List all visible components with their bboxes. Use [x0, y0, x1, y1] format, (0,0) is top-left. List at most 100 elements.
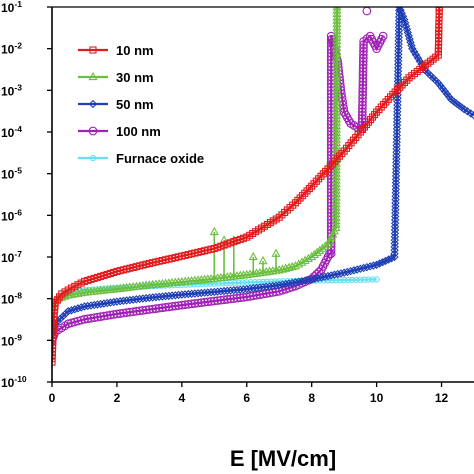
data-point [393, 107, 402, 116]
data-point [245, 284, 255, 293]
data-point [206, 297, 216, 306]
data-point [61, 309, 70, 318]
data-point [70, 305, 79, 314]
x-tick-label: 0 [49, 391, 56, 405]
data-point [226, 286, 235, 295]
data-point [206, 288, 216, 297]
data-point [77, 303, 86, 312]
data-point [128, 307, 138, 317]
data-point [83, 314, 93, 324]
data-point [358, 104, 367, 113]
data-point [320, 272, 329, 281]
outlier-point [362, 7, 372, 16]
data-point [89, 313, 99, 323]
data-point [394, 60, 403, 69]
data-point [294, 196, 302, 204]
legend-item-50-nm: 50 nm [78, 97, 154, 112]
legend-marker [88, 126, 98, 136]
data-point [400, 18, 410, 27]
data-point [80, 302, 89, 311]
data-point [277, 264, 288, 273]
data-point [394, 26, 404, 35]
data-point [274, 265, 284, 274]
data-point [197, 288, 206, 298]
data-point [408, 44, 417, 53]
x-tick-label: 10 [370, 391, 384, 405]
data-point [138, 306, 148, 315]
data-point [405, 34, 414, 44]
data-point [76, 287, 86, 297]
data-point [394, 53, 403, 62]
data-point [359, 43, 368, 53]
data-point [392, 124, 402, 133]
series-layer [52, 7, 474, 366]
data-point [393, 100, 402, 110]
data-point [394, 29, 403, 39]
data-point [290, 261, 300, 270]
data-point [73, 316, 83, 326]
data-point [284, 279, 294, 288]
data-point [83, 301, 92, 311]
legend-item-100-nm: 100 nm [78, 124, 161, 139]
data-point [393, 86, 402, 94]
data-point [333, 269, 342, 279]
legend-item-furnace-oxide: Furnace oxide [78, 151, 204, 166]
data-point [393, 70, 403, 79]
data-point [324, 277, 332, 284]
data-point [393, 110, 402, 120]
data-point [391, 215, 400, 225]
data-point [304, 275, 313, 285]
data-point [392, 161, 401, 170]
data-point [294, 277, 303, 286]
legend: 10 nm 30 nm 50 nm 100 nm Furnace oxide [78, 43, 204, 166]
data-point [391, 195, 400, 204]
data-point [391, 171, 401, 181]
x-tick-label: 6 [243, 391, 250, 405]
data-point [141, 305, 151, 315]
series-50-nm [52, 7, 474, 338]
data-point [341, 276, 348, 284]
x-tick-label: 4 [179, 391, 186, 405]
data-point [203, 280, 210, 288]
data-point [469, 111, 474, 120]
data-point [93, 312, 102, 322]
data-point [231, 279, 238, 287]
x-axis-title: E [MV/cm] [230, 446, 336, 471]
data-point [391, 202, 400, 211]
legend-marker [88, 71, 98, 81]
y-tick-label: 10-3 [1, 82, 22, 98]
legend-marker [89, 46, 97, 54]
data-point [223, 286, 232, 295]
data-point [390, 249, 399, 258]
data-point [158, 292, 167, 301]
legend-label: Furnace oxide [116, 151, 204, 166]
data-point [358, 80, 368, 90]
data-point [390, 252, 399, 262]
data-point [357, 110, 367, 120]
data-point [323, 271, 333, 281]
data-point [167, 302, 177, 311]
data-point [393, 63, 403, 72]
data-point [392, 151, 401, 160]
data-point [154, 292, 164, 302]
data-point [394, 33, 403, 42]
data-point [190, 299, 200, 308]
y-tick-label: 10-2 [1, 41, 22, 57]
data-point [390, 225, 400, 235]
series-100-nm [52, 7, 388, 345]
data-point [332, 277, 340, 284]
data-point [392, 148, 401, 157]
y-tick-label: 10-8 [1, 291, 22, 307]
data-point [70, 317, 80, 327]
x-tick-label: 8 [308, 391, 315, 405]
data-point [349, 276, 356, 284]
data-point [358, 63, 368, 73]
data-point [317, 273, 326, 282]
data-point [258, 282, 268, 292]
data-point [86, 313, 96, 323]
data-point [275, 281, 284, 290]
data-point [161, 302, 170, 312]
data-point [398, 12, 408, 21]
data-point [239, 279, 246, 286]
data-point [358, 90, 367, 100]
